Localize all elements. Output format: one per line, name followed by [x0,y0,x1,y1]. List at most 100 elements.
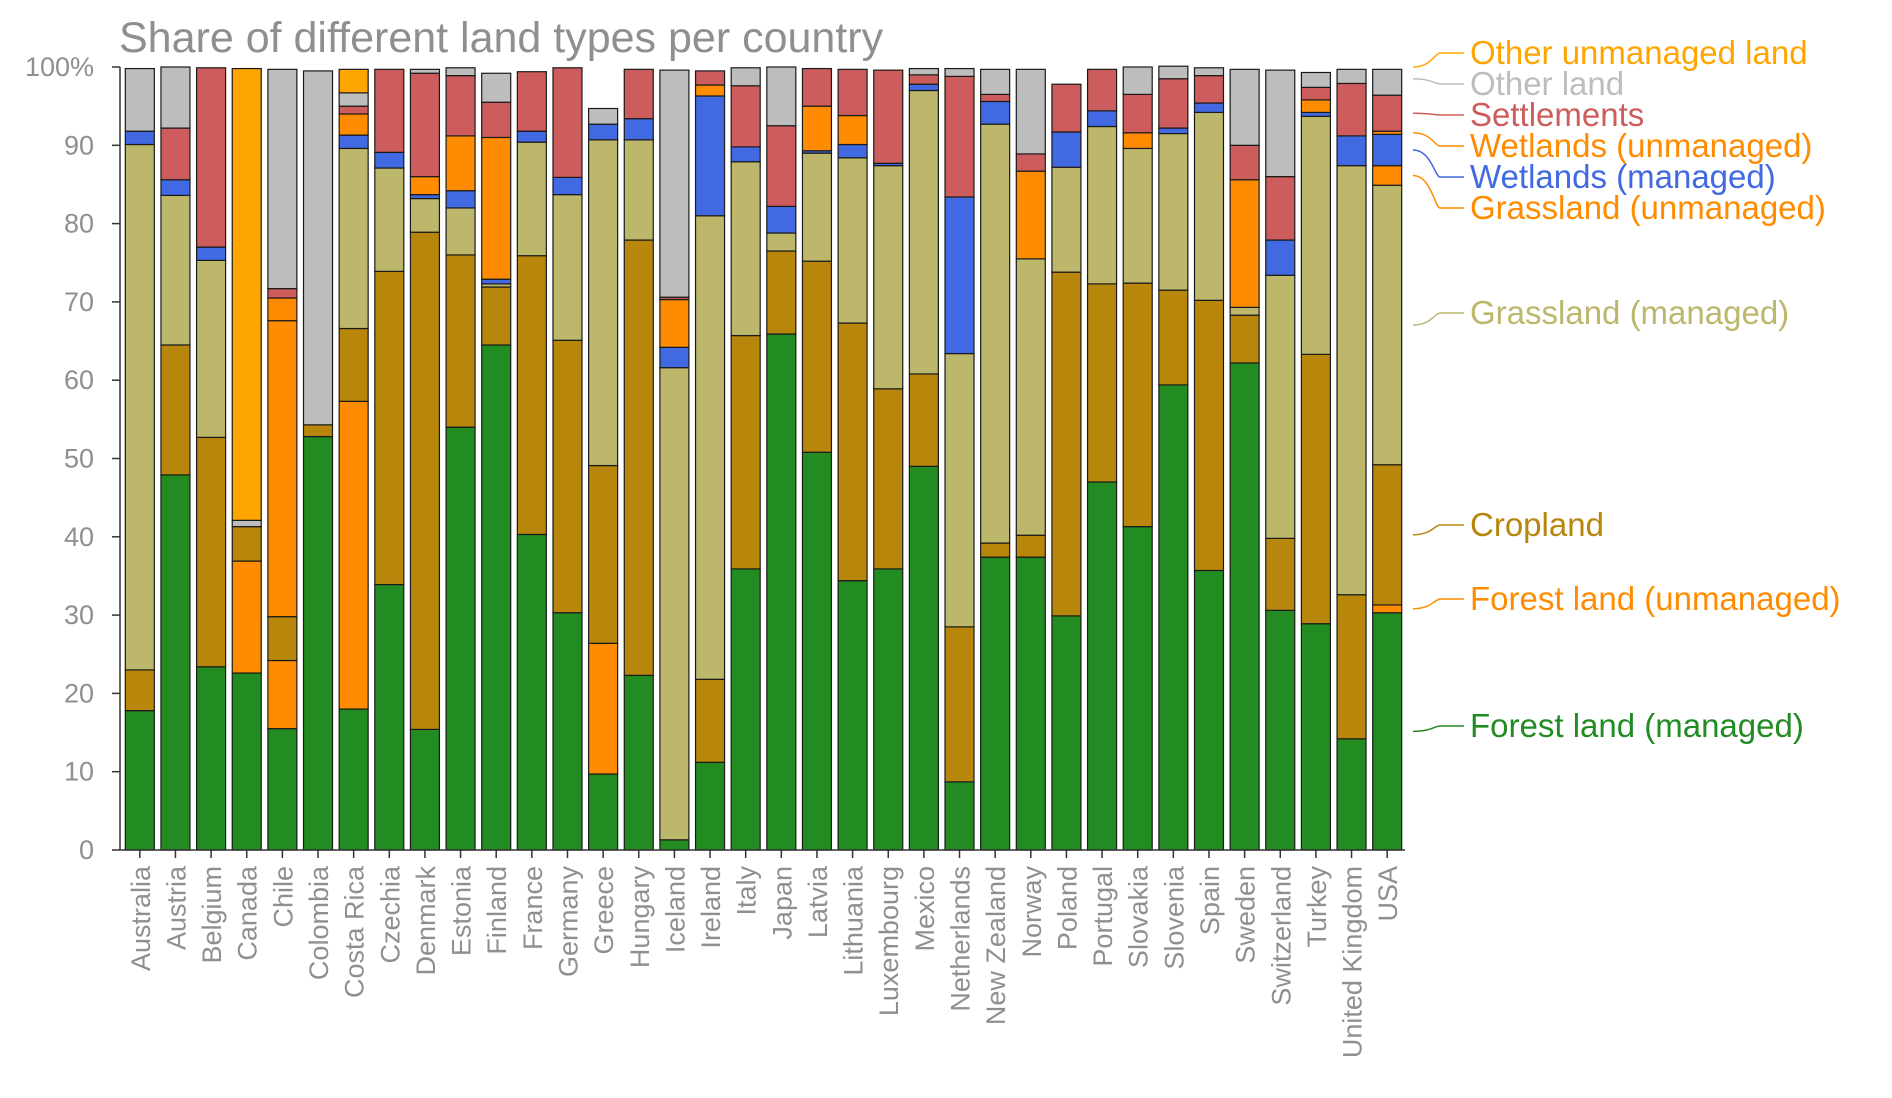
bar-segment [694,84,726,97]
bar-segment [1051,131,1082,168]
bar-segment [766,66,797,127]
bar-segment [1051,271,1082,617]
bar-segment [1336,594,1367,740]
x-tick-label: Germany [553,866,583,978]
x-tick-label: Denmark [411,866,441,976]
legend-item: Cropland [1412,506,1604,543]
y-tick-label: 10 [64,757,94,787]
bar-stack [908,67,939,851]
bar-segment [1229,179,1260,308]
bar-stack [873,69,904,851]
bar-segment [374,270,405,586]
bar-segment [552,194,583,341]
bar-segment [1229,68,1260,146]
bar-segment [1372,133,1403,167]
x-tick-label: Hungary [625,866,655,969]
bar-segment [1158,132,1189,291]
bar-segment [481,286,512,346]
bar-segment [588,464,619,644]
x-tick-label: Italy [732,866,762,916]
x-tick-label: New Zealand [981,866,1011,1025]
bar-segment [801,152,833,262]
bar-segment [124,67,155,132]
legend-item: Other unmanaged land [1412,34,1808,71]
bar-segment [801,260,833,453]
bar-segment [160,66,191,129]
legend-item: Wetlands (managed) [1412,149,1776,195]
legend-label: Grassland (managed) [1470,294,1789,331]
bar-segment [766,250,797,335]
legend-connector [1412,174,1464,209]
bar-segment [1051,615,1082,851]
x-tick-label: Portugal [1088,866,1118,967]
bar-segment [1158,127,1189,135]
bar-segment [231,560,262,674]
legend-item: Forest land (unmanaged) [1412,580,1841,617]
bar-segment [338,134,369,150]
legend-item: Settlements [1412,96,1644,133]
legend-connector [1412,725,1464,733]
bar-segment [1265,239,1296,276]
bar-segment [1372,604,1403,614]
bar-segment [659,346,690,369]
bar-segment [801,451,833,851]
bar-segment [694,678,726,763]
bar-segment [445,67,476,77]
bar-stack [1265,69,1296,851]
bar-segment [1336,165,1367,596]
y-tick-label: 20 [64,678,94,708]
bar-stack [374,68,405,851]
bar-segment [980,93,1011,103]
bar-stack [801,67,833,851]
bars-layer [124,65,1403,851]
bar-segment [267,616,298,662]
bar-stack [1372,68,1403,851]
legend-connector [1412,112,1464,116]
bar-segment [1122,66,1153,96]
bar-segment [730,334,761,570]
bar-segment [1051,166,1082,273]
x-tick-label: USA [1373,866,1403,922]
bar-segment [801,105,833,152]
bar-segment [659,839,690,851]
bar-segment [1372,464,1403,606]
bar-segment [730,161,761,337]
bar-segment [516,130,547,143]
x-tick-label: Japan [767,866,797,940]
bar-stack [1229,68,1260,851]
bar-stack [588,107,619,851]
bar-segment [908,74,939,85]
bar-stack [302,70,334,851]
bar-segment [160,127,191,181]
bar-segment [1372,184,1403,466]
bar-segment [623,68,654,120]
bar-segment [944,626,975,783]
bar-stack [231,67,262,851]
bar-segment [1372,68,1403,96]
bar-segment [1015,68,1046,155]
bar-segment [1300,86,1332,101]
bar-segment [1015,534,1046,558]
bar-segment [980,542,1011,558]
bar-segment [837,114,868,146]
x-tick-label: Chile [268,866,298,928]
legend-label: Other land [1470,65,1624,102]
bar-segment [980,123,1011,544]
legend-item: Grassland (managed) [1412,294,1789,331]
bar-segment [267,68,298,290]
x-tick-label: Iceland [660,866,690,953]
bar-segment [1193,111,1225,301]
bar-stack [338,68,369,851]
bar-segment [1300,115,1332,355]
bar-segment [302,70,334,426]
bar-segment [588,123,619,141]
bar-segment [374,151,405,169]
bar-segment [623,118,654,141]
bar-segment [1015,170,1046,260]
y-tick-label: 70 [64,287,94,317]
bar-segment [766,333,797,851]
bar-segment [160,344,191,476]
x-tick-label: Sweden [1231,866,1261,964]
x-tick-label: Costa Rica [340,865,370,998]
